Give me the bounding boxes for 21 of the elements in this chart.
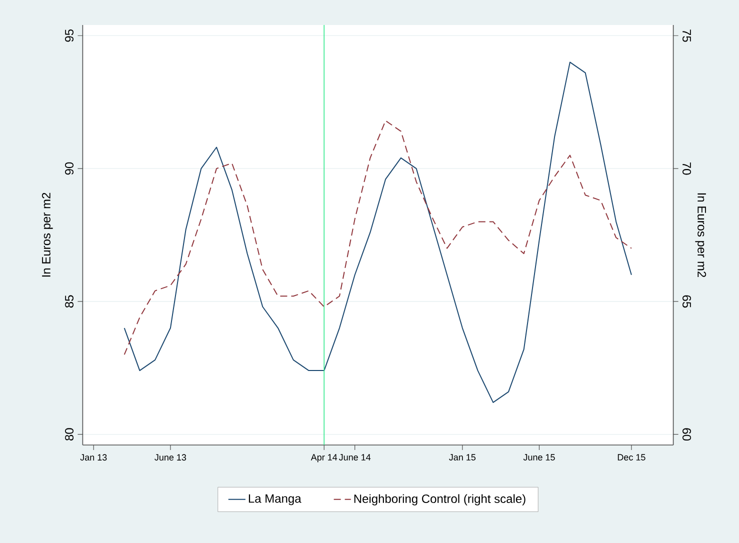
y-tick-label: 80 [65,428,74,441]
x-tick-label: June 13 [154,454,186,461]
x-tick-label: June 14 [338,454,371,460]
y2-tick-label: 75 [682,30,691,42]
x-tick-label: Dec 15 [618,454,646,460]
y-tick-label: 85 [65,295,74,308]
y2-tick-label: 70 [682,162,691,175]
x-tick-label: June 15 [523,454,555,460]
line-series [124,62,632,403]
x-tick-label: Jan 13 [80,454,107,461]
y-tick-label: 95 [65,29,74,42]
y-tick-label: 90 [65,162,74,175]
x-tick-label: Apr 14 [310,454,338,462]
line-series [124,120,632,356]
x-tick-label: Jan 15 [449,454,476,460]
y2-tick-label: 65 [682,295,691,308]
y-axis-title: In Euros per m2 [42,192,53,277]
y2-axis-title: In Euros per m2 [695,193,706,278]
y2-tick-label: 60 [682,428,691,441]
legend-label: La Manga [248,494,302,506]
legend-label: Neighboring Control (right scale) [354,494,526,506]
